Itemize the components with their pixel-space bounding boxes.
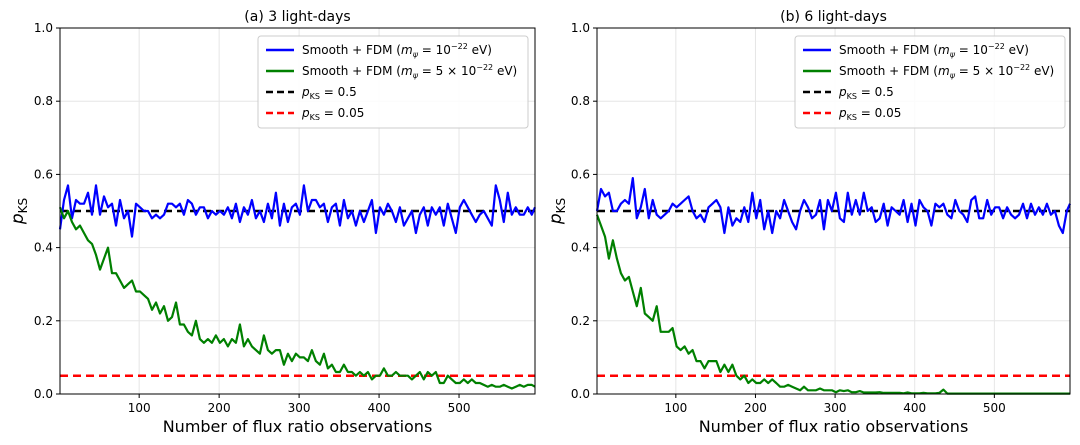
x-tick-label: 500 <box>983 401 1006 415</box>
y-tick-label: 0.0 <box>34 387 53 401</box>
series-lines <box>58 184 537 390</box>
x-tick-label: 500 <box>448 401 471 415</box>
legend-box <box>257 35 529 129</box>
y-tick-label: 0.2 <box>34 314 53 328</box>
plot-frame <box>596 27 1071 395</box>
y-tick-label: 1.0 <box>571 21 590 35</box>
x-tick-label: 100 <box>128 401 151 415</box>
x-tick-label: 400 <box>368 401 391 415</box>
chart-title: (a) 3 light-days <box>244 9 350 25</box>
y-tick-label: 0.4 <box>34 241 53 255</box>
x-axis-label: Number of flux ratio observations <box>699 417 969 436</box>
x-tick-label: 100 <box>664 401 687 415</box>
legend: Smooth + FDM (mψ = 10−22 eV) Smooth + FDM… <box>794 35 1066 129</box>
y-tick-label: 0.8 <box>571 94 590 108</box>
series-line <box>595 214 1070 395</box>
series-line <box>595 177 1072 235</box>
x-tick-label: 300 <box>288 401 311 415</box>
legend-label: Smooth + FDM (mψ = 5 × 10−22 eV) <box>839 63 1054 80</box>
y-tick-label: 0.6 <box>34 167 53 181</box>
x-tick-label: 400 <box>903 401 926 415</box>
x-ticks: 100 200 300 400 500 <box>664 394 1006 415</box>
y-tick-label: 0.8 <box>34 94 53 108</box>
x-tick-label: 300 <box>824 401 847 415</box>
legend-box <box>794 35 1066 129</box>
x-ticks: 100 200 300 400 500 <box>128 394 471 415</box>
y-tick-label: 0.0 <box>571 387 590 401</box>
legend-label: Smooth + FDM (mψ = 5 × 10−22 eV) <box>302 63 517 80</box>
y-tick-label: 0.4 <box>571 241 590 255</box>
reference-lines <box>597 209 1070 377</box>
legend-label: Smooth + FDM (mψ = 10−22 eV) <box>839 42 1029 59</box>
panel-a: (a) 3 light-days 0.0 0.2 0.4 0.6 0.8 1.0 100 2… <box>8 9 537 436</box>
legend-label: Smooth + FDM (mψ = 10−22 eV) <box>302 42 492 59</box>
y-ticks: 0.0 0.2 0.4 0.6 0.8 1.0 <box>34 21 60 401</box>
y-tick-label: 0.6 <box>571 167 590 181</box>
y-ticks: 0.0 0.2 0.4 0.6 0.8 1.0 <box>571 21 597 401</box>
y-axis-label: pKS <box>8 198 30 225</box>
legend-label: pKS = 0.05 <box>301 106 364 122</box>
series-line <box>58 206 536 390</box>
x-tick-label: 200 <box>744 401 767 415</box>
plot-frame <box>59 27 536 395</box>
legend-label: pKS = 0.5 <box>838 85 894 101</box>
y-tick-label: 0.2 <box>571 314 590 328</box>
x-axis-label: Number of flux ratio observations <box>163 417 433 436</box>
y-tick-label: 1.0 <box>34 21 53 35</box>
legend-label: pKS = 0.05 <box>838 106 901 122</box>
legend: Smooth + FDM (mψ = 10−22 eV) Smooth + FDM… <box>257 35 529 129</box>
chart-title: (b) 6 light-days <box>780 9 887 25</box>
panel-b: (b) 6 light-days 0.0 0.2 0.4 0.6 0.8 1.0 100 2… <box>546 9 1072 436</box>
x-tick-label: 200 <box>208 401 231 415</box>
y-axis-label: pKS <box>546 198 568 225</box>
legend-label: pKS = 0.5 <box>301 85 357 101</box>
series-line <box>58 184 537 238</box>
